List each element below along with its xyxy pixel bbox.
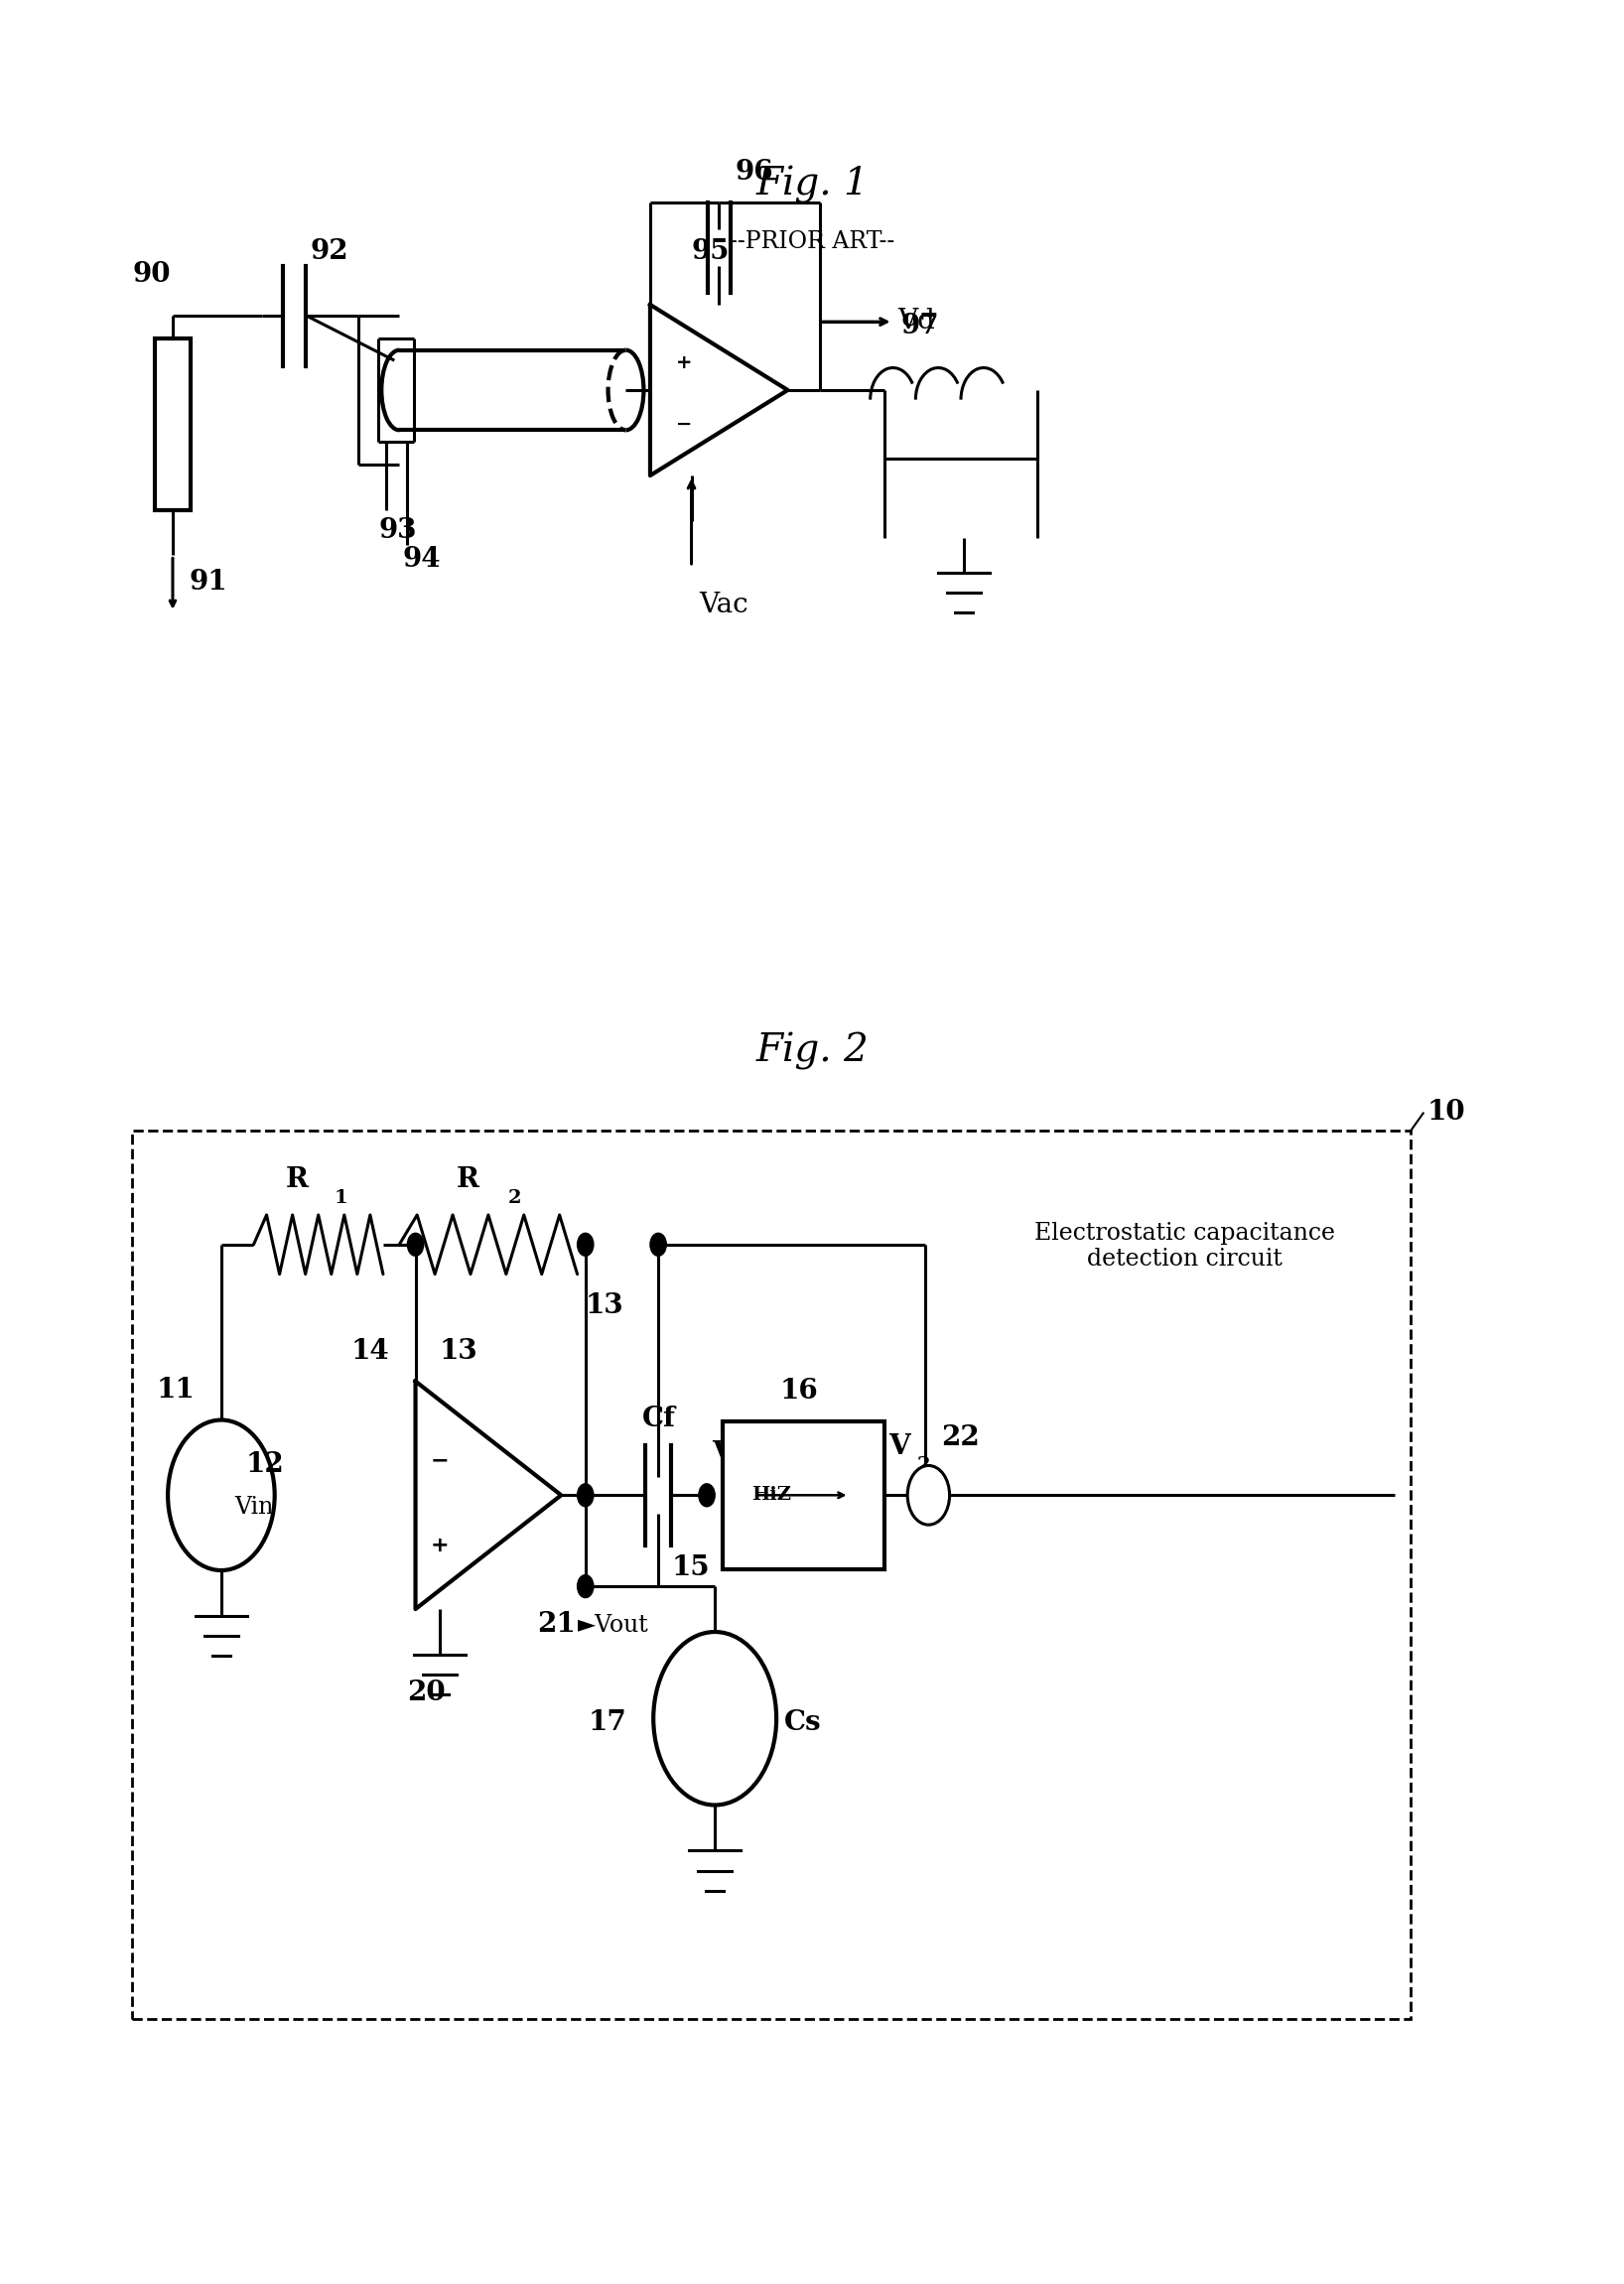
Circle shape <box>577 1576 593 1599</box>
Text: V: V <box>711 1441 732 1466</box>
Text: 92: 92 <box>310 238 349 265</box>
Text: 11: 11 <box>156 1377 195 1402</box>
Text: 17: 17 <box>588 1708 627 1736</box>
Text: 20: 20 <box>408 1679 445 1706</box>
Text: +: + <box>430 1535 448 1555</box>
Text: 91: 91 <box>188 569 227 596</box>
Text: 95: 95 <box>692 238 729 265</box>
Circle shape <box>698 1485 715 1507</box>
Text: −: − <box>677 416 693 434</box>
Text: 1: 1 <box>742 1464 757 1480</box>
Text: 2: 2 <box>508 1190 521 1208</box>
Text: 90: 90 <box>132 260 171 288</box>
Circle shape <box>577 1485 593 1507</box>
Text: ►Vout: ►Vout <box>577 1615 648 1638</box>
Text: 10: 10 <box>1427 1099 1465 1126</box>
Polygon shape <box>416 1382 562 1610</box>
Text: 16: 16 <box>780 1377 818 1405</box>
Circle shape <box>577 1233 593 1256</box>
Text: 93: 93 <box>378 516 416 544</box>
Text: Fig. 2: Fig. 2 <box>755 1032 869 1069</box>
Circle shape <box>167 1421 274 1571</box>
Circle shape <box>908 1466 950 1526</box>
Text: Fig. 1: Fig. 1 <box>755 167 869 203</box>
Text: +: + <box>676 354 693 372</box>
Text: Cs: Cs <box>784 1708 822 1736</box>
Text: 1: 1 <box>335 1190 348 1208</box>
Text: Vac: Vac <box>700 592 749 619</box>
Text: 14: 14 <box>351 1338 390 1364</box>
Text: 2: 2 <box>918 1457 931 1473</box>
Text: 97: 97 <box>901 313 939 338</box>
Text: --PRIOR ART--: --PRIOR ART-- <box>729 231 895 254</box>
Polygon shape <box>650 304 788 475</box>
Text: R: R <box>456 1167 479 1195</box>
Text: 15: 15 <box>671 1553 710 1581</box>
Text: Vin: Vin <box>234 1496 273 1519</box>
Text: −: − <box>430 1450 448 1471</box>
Text: 13: 13 <box>585 1293 624 1318</box>
Text: 94: 94 <box>403 546 440 573</box>
Text: 13: 13 <box>440 1338 477 1364</box>
Circle shape <box>408 1233 424 1256</box>
Bar <box>154 338 190 509</box>
Circle shape <box>653 1631 776 1804</box>
Text: Vd: Vd <box>898 308 935 333</box>
Circle shape <box>650 1233 666 1256</box>
Text: Electrostatic capacitance
detection circuit: Electrostatic capacitance detection circ… <box>1034 1222 1335 1270</box>
Bar <box>723 1421 885 1569</box>
Text: R: R <box>286 1167 309 1195</box>
Text: HiZ: HiZ <box>752 1487 791 1505</box>
Bar <box>132 1131 1411 2019</box>
Text: Cf: Cf <box>641 1407 676 1432</box>
Text: 21: 21 <box>538 1610 575 1638</box>
Text: 12: 12 <box>245 1453 284 1478</box>
Text: 96: 96 <box>736 158 773 185</box>
Text: V: V <box>888 1434 909 1459</box>
Text: 22: 22 <box>942 1425 979 1450</box>
